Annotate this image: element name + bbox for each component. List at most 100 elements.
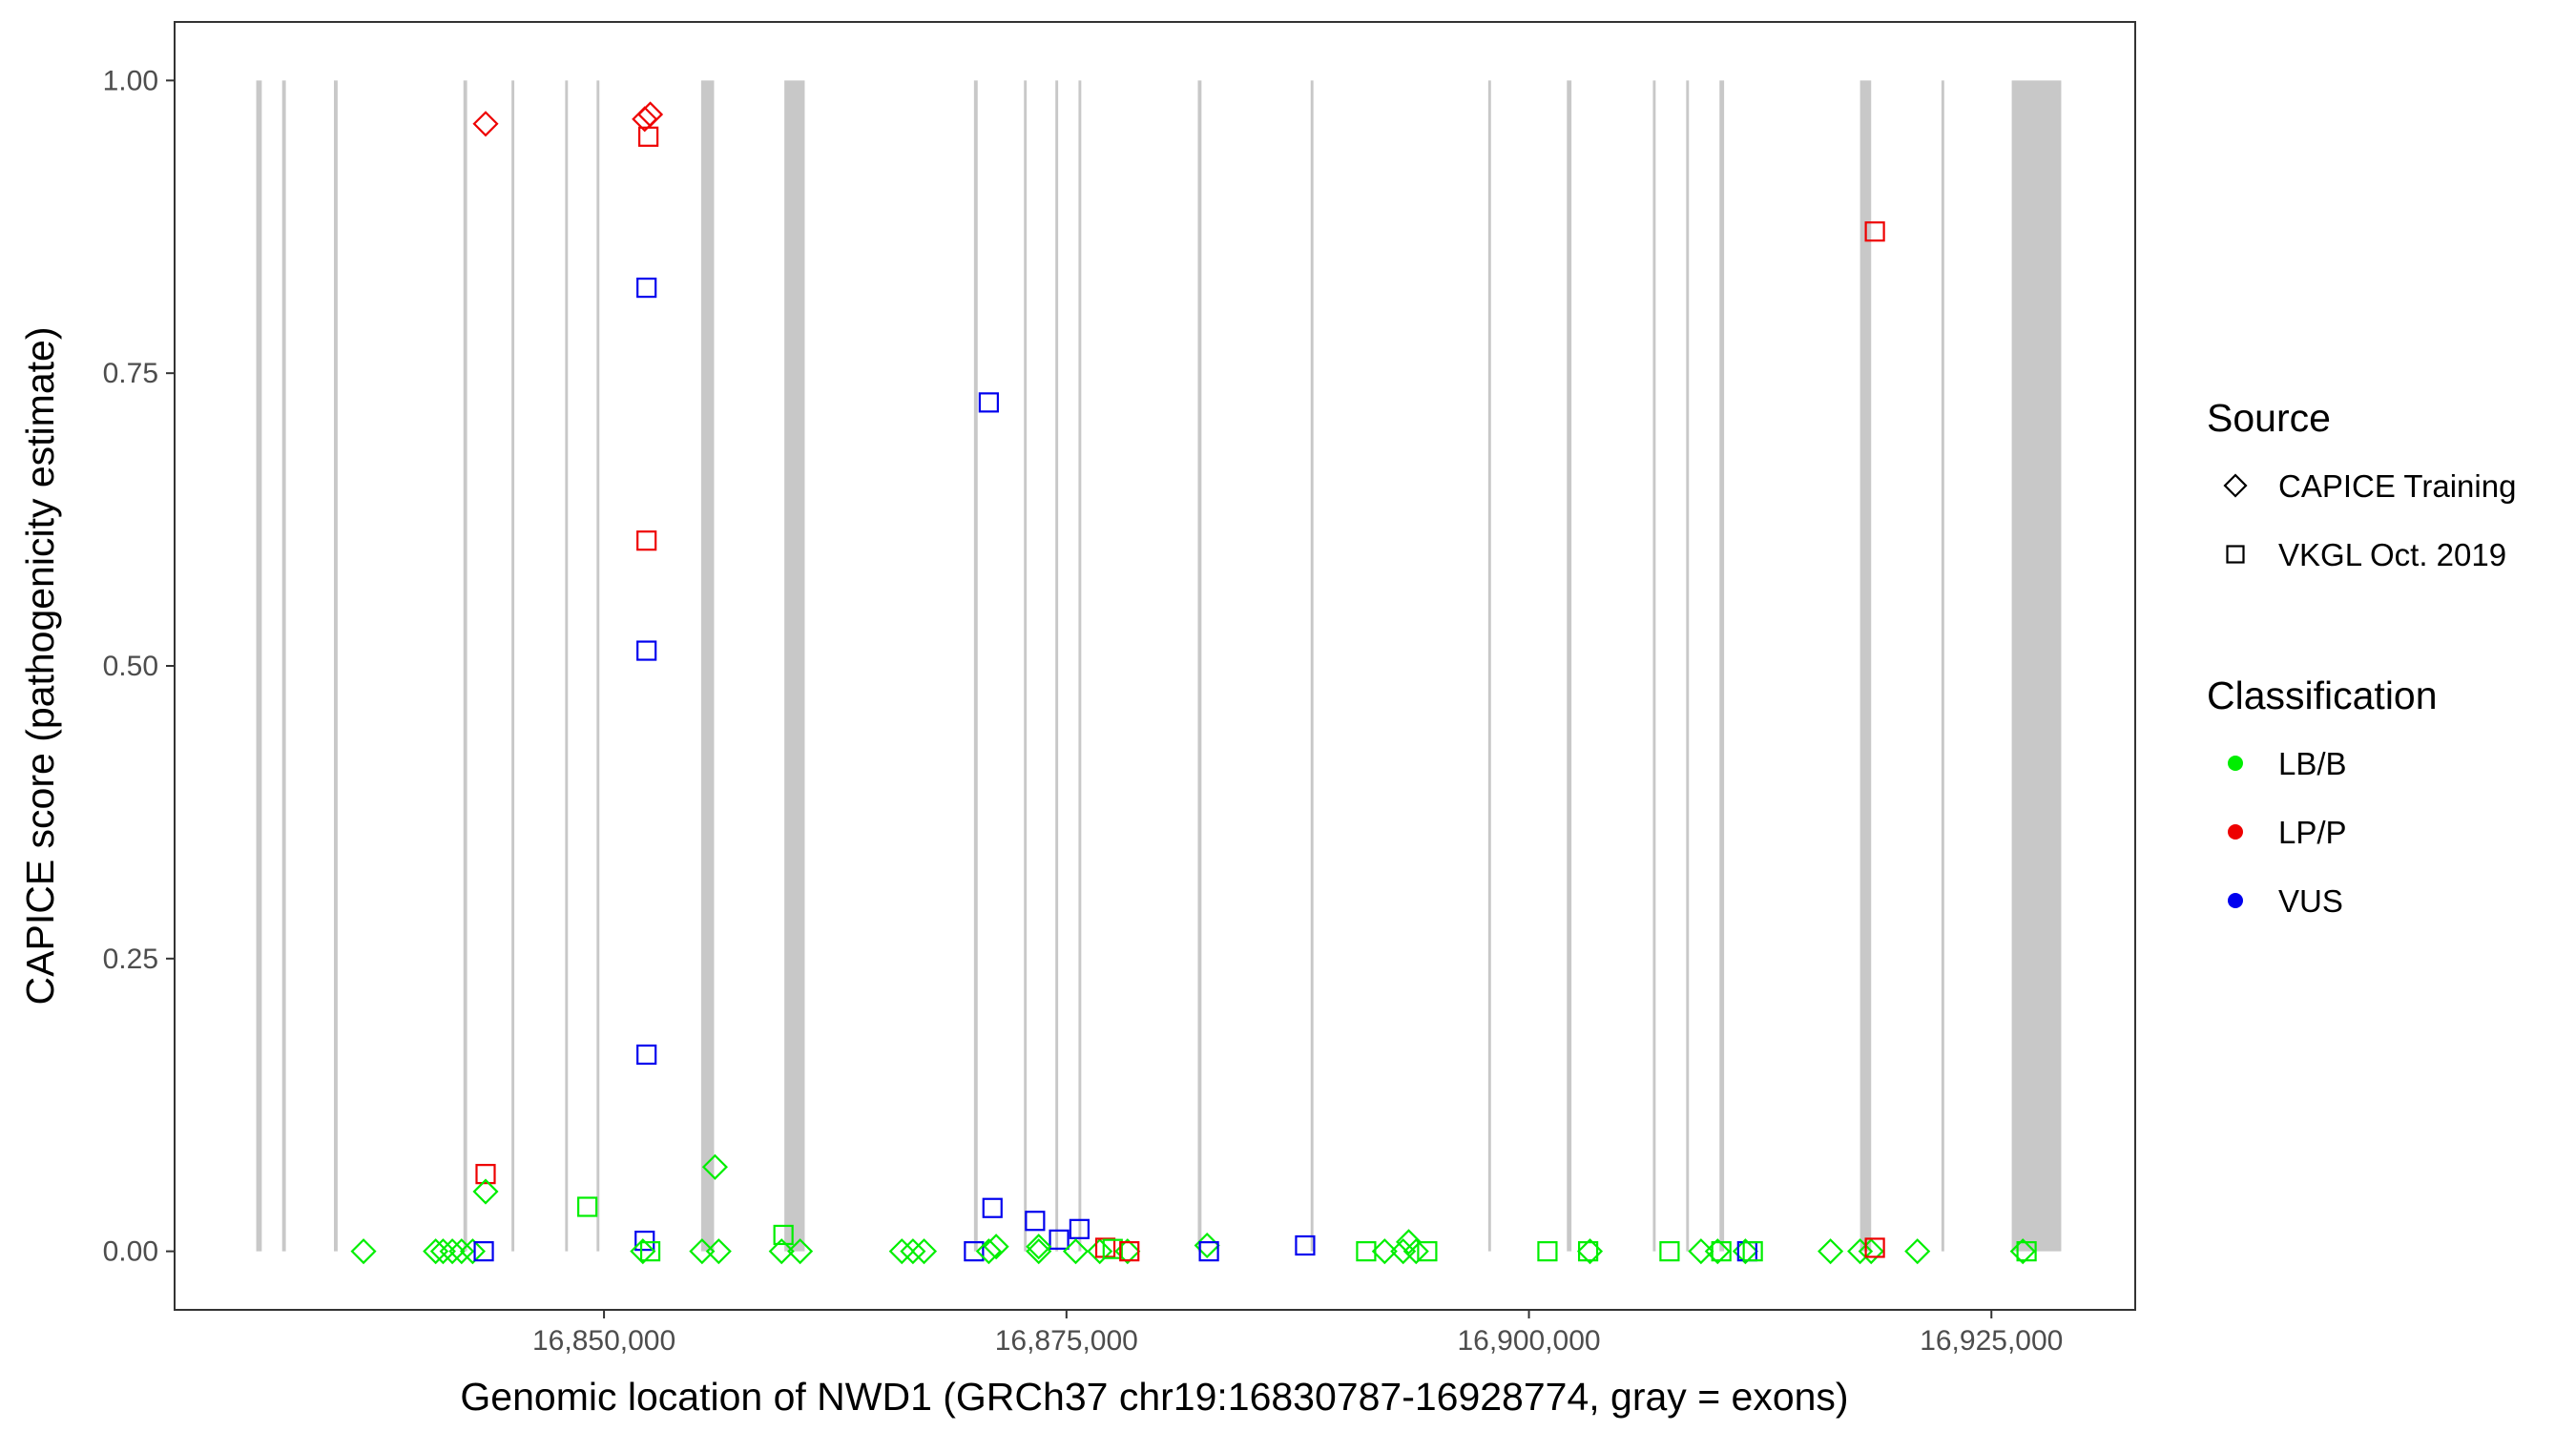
y-tick-label: 0.50 bbox=[103, 651, 158, 682]
data-point bbox=[1094, 1237, 1116, 1258]
exon-band bbox=[700, 80, 715, 1252]
data-point bbox=[1659, 1241, 1680, 1262]
y-axis-title: CAPICE score (pathogenicity estimate) bbox=[18, 327, 62, 1006]
data-point bbox=[448, 1238, 475, 1265]
data-point bbox=[1742, 1241, 1763, 1262]
y-tick-label: 0.25 bbox=[103, 944, 158, 975]
data-point bbox=[1402, 1238, 1429, 1265]
y-tick-label: 0.00 bbox=[103, 1236, 158, 1268]
data-point bbox=[1417, 1241, 1438, 1262]
exon-band bbox=[256, 80, 262, 1252]
exon-bands bbox=[256, 80, 2062, 1252]
data-point bbox=[1711, 1241, 1732, 1262]
data-point bbox=[1537, 1241, 1558, 1262]
data-point bbox=[978, 392, 999, 413]
data-point bbox=[1069, 1218, 1090, 1239]
data-point bbox=[1847, 1238, 1874, 1265]
data-point bbox=[1395, 1229, 1423, 1255]
exon-band bbox=[1859, 80, 1872, 1252]
legend-source-key bbox=[2226, 545, 2245, 564]
exon-band bbox=[1719, 80, 1725, 1252]
data-point bbox=[1356, 1241, 1377, 1262]
exon-band bbox=[463, 80, 467, 1252]
data-point bbox=[439, 1238, 466, 1265]
x-tick-label: 16,850,000 bbox=[532, 1325, 675, 1357]
data-point bbox=[705, 1238, 732, 1265]
legend-source-key bbox=[2223, 473, 2248, 498]
data-point bbox=[983, 1234, 1009, 1260]
legend-class-label: VUS bbox=[2278, 883, 2343, 919]
data-point bbox=[636, 640, 657, 661]
data-point bbox=[429, 1238, 456, 1265]
data-point bbox=[773, 1224, 794, 1246]
data-point bbox=[964, 1241, 985, 1262]
data-point bbox=[1864, 1237, 1885, 1258]
exon-band bbox=[511, 80, 515, 1252]
data-point bbox=[459, 1238, 486, 1265]
exon-band bbox=[784, 80, 805, 1252]
data-point bbox=[910, 1238, 938, 1265]
data-point bbox=[1858, 1238, 1884, 1265]
data-point bbox=[1818, 1238, 1844, 1265]
data-point bbox=[472, 1178, 499, 1205]
exon-band bbox=[1941, 80, 1944, 1252]
data-point bbox=[1025, 1211, 1046, 1232]
data-point bbox=[1049, 1229, 1070, 1250]
exon-band bbox=[973, 80, 978, 1252]
x-tick-label: 16,875,000 bbox=[995, 1325, 1138, 1357]
exon-band bbox=[565, 80, 569, 1252]
plot-panel bbox=[175, 22, 2135, 1310]
exon-band bbox=[1567, 80, 1572, 1252]
data-point bbox=[1904, 1238, 1931, 1265]
x-tick-label: 16,900,000 bbox=[1457, 1325, 1600, 1357]
data-point bbox=[636, 277, 657, 299]
legend-class-label: LP/P bbox=[2278, 815, 2347, 850]
exon-band bbox=[1024, 80, 1028, 1252]
legend-class-key bbox=[2228, 893, 2243, 908]
exon-band bbox=[596, 80, 600, 1252]
data-point bbox=[350, 1238, 377, 1265]
data-point bbox=[2009, 1238, 2036, 1265]
data-point bbox=[634, 1230, 655, 1252]
exon-band bbox=[2011, 80, 2062, 1252]
legend-source-items: CAPICE Training VKGL Oct. 2019 bbox=[2223, 468, 2516, 572]
legend-source-title: Source bbox=[2207, 396, 2331, 440]
data-points bbox=[350, 101, 2037, 1265]
exon-band bbox=[1686, 80, 1690, 1252]
data-point bbox=[1026, 1238, 1052, 1265]
legend-class-key bbox=[2228, 756, 2243, 771]
y-tick-label: 1.00 bbox=[103, 65, 158, 96]
data-point bbox=[2016, 1241, 2037, 1262]
data-point bbox=[577, 1196, 598, 1217]
data-point bbox=[888, 1238, 915, 1265]
legend: Source CAPICE Training VKGL Oct. 2019 Cla… bbox=[2207, 396, 2516, 919]
x-tick-label: 16,925,000 bbox=[1920, 1325, 2063, 1357]
exon-band bbox=[1197, 80, 1202, 1252]
y-axis: 0.00 0.25 0.50 0.75 1.00 bbox=[103, 65, 175, 1268]
data-point bbox=[701, 1153, 728, 1180]
data-point bbox=[787, 1238, 814, 1265]
exon-band bbox=[1652, 80, 1656, 1252]
data-point bbox=[473, 1241, 494, 1262]
legend-classification-title: Classification bbox=[2207, 674, 2438, 717]
data-point bbox=[1119, 1241, 1140, 1262]
y-tick-label: 0.75 bbox=[103, 358, 158, 389]
data-point bbox=[1704, 1238, 1731, 1265]
legend-class-label: LB/B bbox=[2278, 746, 2347, 781]
data-point bbox=[1198, 1241, 1219, 1262]
exon-band bbox=[1487, 80, 1491, 1252]
legend-class-items: LB/B LP/P VUS bbox=[2228, 746, 2347, 919]
data-point bbox=[1087, 1238, 1113, 1265]
data-point bbox=[630, 1238, 656, 1265]
x-axis-title: Genomic location of NWD1 (GRCh37 chr19:1… bbox=[460, 1375, 1848, 1419]
data-point bbox=[982, 1197, 1003, 1218]
exon-band bbox=[281, 80, 286, 1252]
legend-source-label: VKGL Oct. 2019 bbox=[2278, 537, 2506, 572]
x-axis: 16,850,000 16,875,000 16,900,000 16,925,000 bbox=[532, 1310, 2063, 1357]
data-point bbox=[636, 530, 657, 551]
data-point bbox=[768, 1238, 795, 1265]
data-point bbox=[1864, 221, 1885, 242]
data-point bbox=[1102, 1238, 1123, 1259]
data-point bbox=[475, 1164, 496, 1185]
